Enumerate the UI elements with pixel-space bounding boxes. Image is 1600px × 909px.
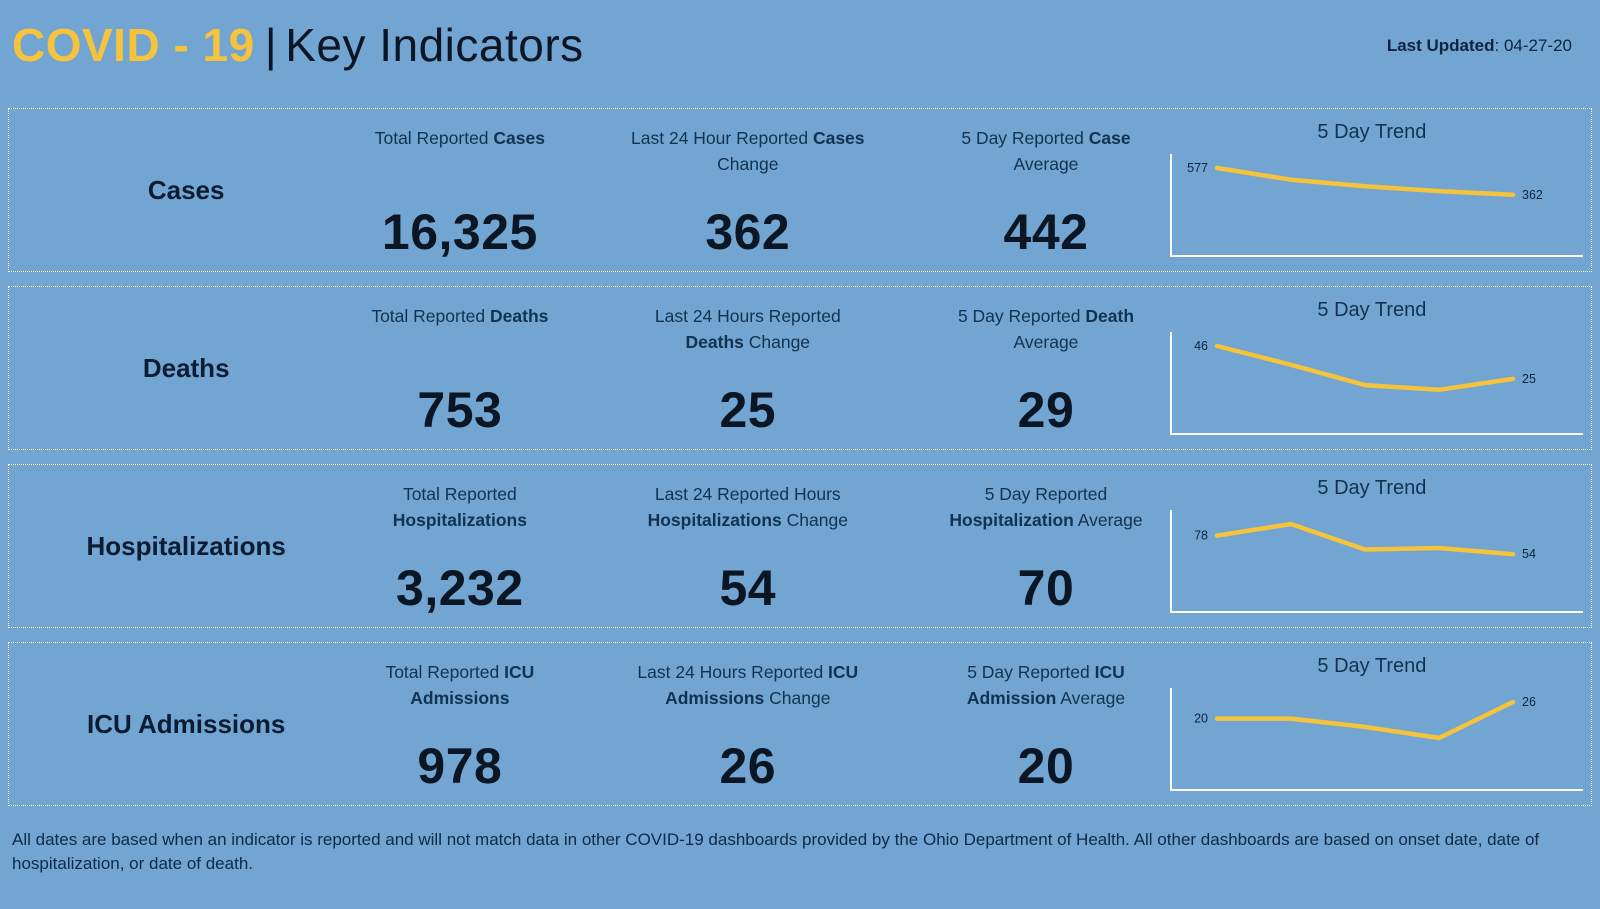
stat-value: 20 xyxy=(1017,738,1075,794)
stat-label: Total Reported Hospitalizations xyxy=(392,484,527,531)
last-updated-value: : 04-27-20 xyxy=(1494,36,1573,55)
stat-value: 29 xyxy=(1017,382,1075,438)
stat-label: Last 24 Reported Hours Hospitalizations … xyxy=(647,484,848,531)
stat-label: 5 Day Reported Hospitalization Average xyxy=(949,484,1143,531)
stat-value: 25 xyxy=(719,382,777,438)
stat-label: Total Reported ICU Admissions xyxy=(385,662,535,709)
stat-average-deaths: 5 Day Reported Death Average 29 xyxy=(939,287,1153,449)
svg-text:25: 25 xyxy=(1522,372,1536,386)
svg-text:78: 78 xyxy=(1194,529,1208,543)
stat-value: 362 xyxy=(705,204,791,260)
dashboard-header: COVID - 19 | Key Indicators Last Updated: … xyxy=(0,0,1600,102)
stat-average-icu-admissions: 5 Day Reported ICU Admission Average 20 xyxy=(939,643,1153,805)
title-separator: | xyxy=(264,19,278,71)
trend-title: 5 Day Trend xyxy=(1317,299,1427,321)
stat-total-deaths: Total Reported Deaths 753 xyxy=(363,287,556,449)
stat-label: Total Reported Deaths xyxy=(371,306,549,326)
indicator-panel-cases: Cases Total Reported Cases 16,325 Last 2… xyxy=(8,108,1592,272)
indicator-panels: Cases Total Reported Cases 16,325 Last 2… xyxy=(0,102,1600,806)
title-key-indicators: Key Indicators xyxy=(285,19,584,71)
stat-value: 978 xyxy=(417,738,503,794)
trend-title: 5 Day Trend xyxy=(1317,121,1427,143)
indicator-panel-deaths: Deaths Total Reported Deaths 753 Last 24… xyxy=(8,286,1592,450)
stat-change-deaths: Last 24 Hours Reported Deaths Change 25 xyxy=(556,287,939,449)
row-label-icu-admissions: ICU Admissions xyxy=(86,708,286,739)
stat-change-hospitalizations: Last 24 Reported Hours Hospitalizations … xyxy=(556,465,939,627)
svg-text:362: 362 xyxy=(1522,188,1543,202)
stat-change-icu-admissions: Last 24 Hours Reported ICU Admissions Ch… xyxy=(556,643,939,805)
trend-title: 5 Day Trend xyxy=(1317,655,1427,677)
row-label-cases: Cases xyxy=(147,174,225,205)
trend-icu-admissions: 5 Day Trend 20 26 xyxy=(1153,643,1591,805)
svg-text:46: 46 xyxy=(1194,339,1208,353)
stat-label: Total Reported Cases xyxy=(374,128,545,148)
trend-sparkline-cases: 577 362 xyxy=(1157,146,1587,262)
stat-value: 3,232 xyxy=(396,560,524,616)
stat-average-hospitalizations: 5 Day Reported Hospitalization Average 7… xyxy=(939,465,1153,627)
indicator-panel-hospitalizations: Hospitalizations Total Reported Hospital… xyxy=(8,464,1592,628)
svg-text:26: 26 xyxy=(1522,695,1536,709)
stat-value: 753 xyxy=(417,382,503,438)
svg-text:577: 577 xyxy=(1187,161,1208,175)
trend-sparkline-hospitalizations: 78 54 xyxy=(1157,502,1587,618)
svg-text:54: 54 xyxy=(1522,547,1536,561)
stat-total-hospitalizations: Total Reported Hospitalizations 3,232 xyxy=(363,465,556,627)
trend-title: 5 Day Trend xyxy=(1317,477,1427,499)
stat-value: 54 xyxy=(719,560,777,616)
stat-average-cases: 5 Day Reported Case Average 442 xyxy=(939,109,1153,271)
trend-cases: 5 Day Trend 577 362 xyxy=(1153,109,1591,271)
page-title: COVID - 19 | Key Indicators xyxy=(12,20,584,71)
last-updated-label: Last Updated xyxy=(1386,36,1495,55)
stat-value: 70 xyxy=(1017,560,1075,616)
svg-text:20: 20 xyxy=(1194,712,1208,726)
trend-deaths: 5 Day Trend 46 25 xyxy=(1153,287,1591,449)
trend-sparkline-icu-admissions: 20 26 xyxy=(1157,680,1587,796)
stat-value: 26 xyxy=(719,738,777,794)
stat-label: Last 24 Hour Reported Cases Change xyxy=(631,128,865,175)
stat-label: Last 24 Hours Reported Deaths Change xyxy=(654,306,841,353)
indicator-panel-icu-admissions: ICU Admissions Total Reported ICU Admiss… xyxy=(8,642,1592,806)
stat-label: 5 Day Reported ICU Admission Average xyxy=(966,662,1126,709)
stat-value: 16,325 xyxy=(381,204,538,260)
stat-total-icu-admissions: Total Reported ICU Admissions 978 xyxy=(363,643,556,805)
row-label-hospitalizations: Hospitalizations xyxy=(86,530,286,561)
stat-label: Last 24 Hours Reported ICU Admissions Ch… xyxy=(637,662,859,709)
stat-total-cases: Total Reported Cases 16,325 xyxy=(363,109,556,271)
trend-hospitalizations: 5 Day Trend 78 54 xyxy=(1153,465,1591,627)
stat-label: 5 Day Reported Case Average xyxy=(961,128,1131,175)
stat-change-cases: Last 24 Hour Reported Cases Change 362 xyxy=(556,109,939,271)
stat-label: 5 Day Reported Death Average xyxy=(957,306,1135,353)
footer-disclaimer: All dates are based when an indicator is… xyxy=(12,830,1540,873)
title-covid-19: COVID - 19 xyxy=(12,19,255,71)
trend-sparkline-deaths: 46 25 xyxy=(1157,324,1587,440)
row-label-deaths: Deaths xyxy=(142,352,230,383)
stat-value: 442 xyxy=(1003,204,1089,260)
last-updated: Last Updated: 04-27-20 xyxy=(1387,36,1572,56)
